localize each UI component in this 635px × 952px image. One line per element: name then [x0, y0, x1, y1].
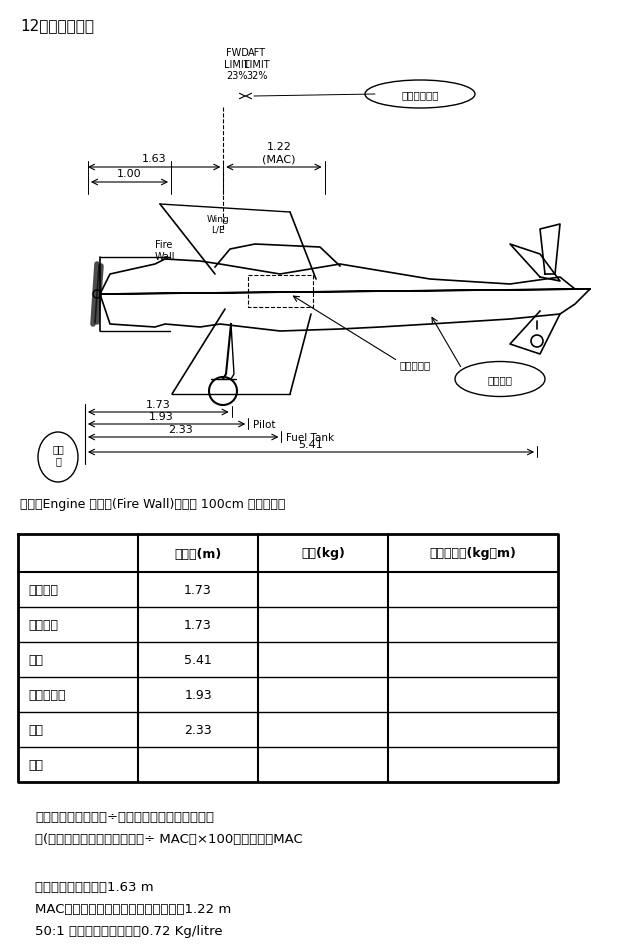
Text: 注）　Engine 防火壁(Fire Wall)の前方 100cm が基準線。: 注） Engine 防火壁(Fire Wall)の前方 100cm が基準線。	[20, 498, 285, 510]
Text: 許容重心範囲: 許容重心範囲	[401, 89, 439, 100]
Text: AFT
LIMIT
32%: AFT LIMIT 32%	[244, 48, 270, 81]
Text: 尾輪: 尾輪	[28, 653, 43, 666]
Text: 右・主脚: 右・主脚	[28, 584, 58, 596]
Text: FWD
LIMIT
23%: FWD LIMIT 23%	[224, 48, 250, 81]
Text: 1.63: 1.63	[142, 154, 166, 164]
Text: Fire
Wall: Fire Wall	[155, 240, 175, 262]
Text: パイロット: パイロット	[28, 688, 65, 702]
Text: Fuel Tank: Fuel Tank	[286, 432, 335, 443]
Text: 2.33: 2.33	[184, 724, 212, 736]
Text: 1.73: 1.73	[146, 400, 171, 409]
Text: 1.93: 1.93	[184, 688, 212, 702]
Text: Wing
L/E: Wing L/E	[206, 215, 229, 234]
Text: 1.73: 1.73	[184, 584, 212, 596]
Text: 1.93: 1.93	[149, 411, 174, 422]
Text: 重量(kg): 重量(kg)	[301, 547, 345, 560]
Text: アーム(m): アーム(m)	[175, 547, 222, 560]
Text: 2.33: 2.33	[168, 425, 192, 434]
Text: 5.41: 5.41	[298, 440, 323, 449]
Text: 1.73: 1.73	[184, 619, 212, 631]
Text: モーメント(kg･m): モーメント(kg･m)	[429, 547, 516, 560]
Text: 水平基準: 水平基準	[488, 374, 512, 385]
Text: 1.00: 1.00	[117, 169, 142, 179]
Text: 左・主脚: 左・主脚	[28, 619, 58, 631]
Text: Pilot: Pilot	[253, 420, 276, 429]
Text: 合計: 合計	[28, 758, 43, 771]
Text: （合計モーメント）÷（機体重量）＝　重心位置: （合計モーメント）÷（機体重量）＝ 重心位置	[35, 810, 214, 823]
Text: 主翼前縁位置　＝　1.63 m: 主翼前縁位置 ＝ 1.63 m	[35, 880, 154, 893]
Text: 1.22
(MAC): 1.22 (MAC)	[262, 142, 296, 164]
Text: 燃料タンク: 燃料タンク	[400, 360, 431, 369]
Text: 50:1 混合油の比重　＝　0.72 Kg/litre: 50:1 混合油の比重 ＝ 0.72 Kg/litre	[35, 924, 223, 937]
Text: 燃料: 燃料	[28, 724, 43, 736]
Text: 基準
点: 基準 点	[52, 444, 64, 466]
Text: MAC（平均翼弦長＝翼コード長）＝　1.22 m: MAC（平均翼弦長＝翼コード長）＝ 1.22 m	[35, 902, 231, 915]
Text: 12．重量、重心: 12．重量、重心	[20, 18, 94, 33]
Text: ｛(重心位置－主翼前縁位置）÷ MAC｝×100　＝　％　MAC: ｛(重心位置－主翼前縁位置）÷ MAC｝×100 ＝ ％ MAC	[35, 832, 303, 845]
Text: 5.41: 5.41	[184, 653, 212, 666]
